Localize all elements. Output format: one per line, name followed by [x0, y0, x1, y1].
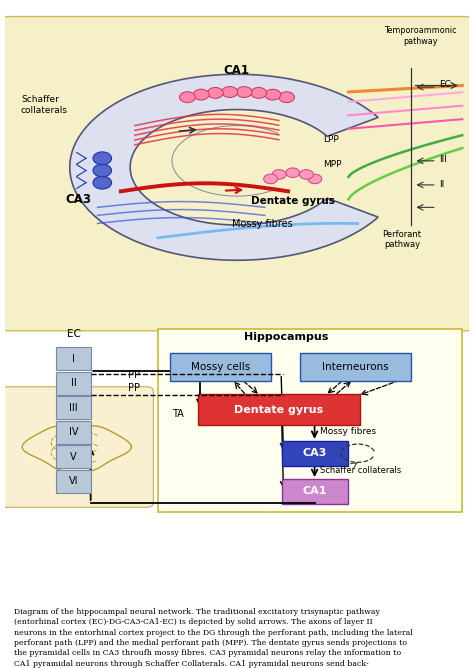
Circle shape: [308, 174, 322, 184]
Text: Hippocampus: Hippocampus: [244, 332, 328, 342]
Text: Dentate gyrus: Dentate gyrus: [234, 405, 323, 415]
Text: Mossy cells: Mossy cells: [191, 362, 250, 372]
Circle shape: [237, 87, 252, 98]
FancyBboxPatch shape: [282, 441, 348, 466]
Text: TA: TA: [172, 409, 184, 419]
Circle shape: [286, 168, 300, 178]
Text: III: III: [439, 156, 447, 164]
Circle shape: [279, 92, 294, 103]
Circle shape: [265, 90, 281, 100]
Circle shape: [93, 176, 111, 189]
Bar: [56, 421, 91, 444]
Text: IV: IV: [69, 427, 78, 437]
Text: PP: PP: [128, 370, 140, 380]
Text: PP: PP: [128, 383, 140, 393]
Circle shape: [93, 152, 111, 165]
Text: CA3: CA3: [65, 192, 91, 206]
Bar: [56, 470, 91, 492]
Text: Schaffer collaterals: Schaffer collaterals: [319, 466, 401, 475]
Bar: [56, 347, 91, 370]
Bar: [56, 371, 91, 395]
Text: Diagram of the hippocampal neural network. The traditional excitatory trisynapti: Diagram of the hippocampal neural networ…: [14, 608, 413, 668]
Text: LPP: LPP: [323, 135, 339, 144]
Text: I: I: [72, 353, 75, 363]
Circle shape: [193, 90, 209, 100]
Text: CA3: CA3: [302, 448, 327, 458]
Text: Interneurons: Interneurons: [322, 362, 389, 372]
Circle shape: [272, 170, 286, 179]
Circle shape: [208, 88, 223, 98]
Text: II: II: [439, 180, 444, 188]
Polygon shape: [70, 74, 378, 261]
Text: MPP: MPP: [323, 160, 341, 169]
FancyBboxPatch shape: [198, 394, 360, 425]
Text: CA1: CA1: [223, 64, 249, 77]
FancyBboxPatch shape: [158, 329, 462, 512]
FancyBboxPatch shape: [170, 353, 272, 381]
Text: EC: EC: [66, 329, 81, 339]
Text: II: II: [71, 378, 76, 388]
Text: V: V: [70, 452, 77, 462]
Text: CA1: CA1: [302, 486, 327, 496]
Circle shape: [300, 170, 313, 179]
Text: Mossy fibres: Mossy fibres: [232, 218, 293, 228]
Text: Schaffer
collaterals: Schaffer collaterals: [21, 96, 68, 115]
Text: III: III: [69, 403, 78, 413]
Text: Perforant
pathway: Perforant pathway: [383, 230, 421, 249]
FancyBboxPatch shape: [0, 387, 154, 507]
Text: Temporoammonic
pathway: Temporoammonic pathway: [384, 27, 457, 46]
FancyBboxPatch shape: [282, 479, 348, 504]
Text: Dentate gyrus: Dentate gyrus: [251, 196, 335, 206]
Circle shape: [264, 174, 278, 184]
FancyBboxPatch shape: [300, 353, 411, 381]
Text: Mossy fibres: Mossy fibres: [319, 427, 376, 436]
Text: VI: VI: [69, 476, 78, 486]
Text: EC: EC: [439, 80, 451, 89]
Circle shape: [251, 88, 266, 98]
FancyBboxPatch shape: [2, 17, 472, 331]
Bar: [56, 396, 91, 419]
Circle shape: [180, 92, 195, 103]
Bar: [56, 445, 91, 468]
Circle shape: [222, 87, 237, 98]
Circle shape: [93, 164, 111, 177]
